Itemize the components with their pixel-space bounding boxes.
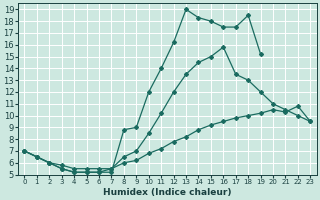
X-axis label: Humidex (Indice chaleur): Humidex (Indice chaleur)	[103, 188, 232, 197]
